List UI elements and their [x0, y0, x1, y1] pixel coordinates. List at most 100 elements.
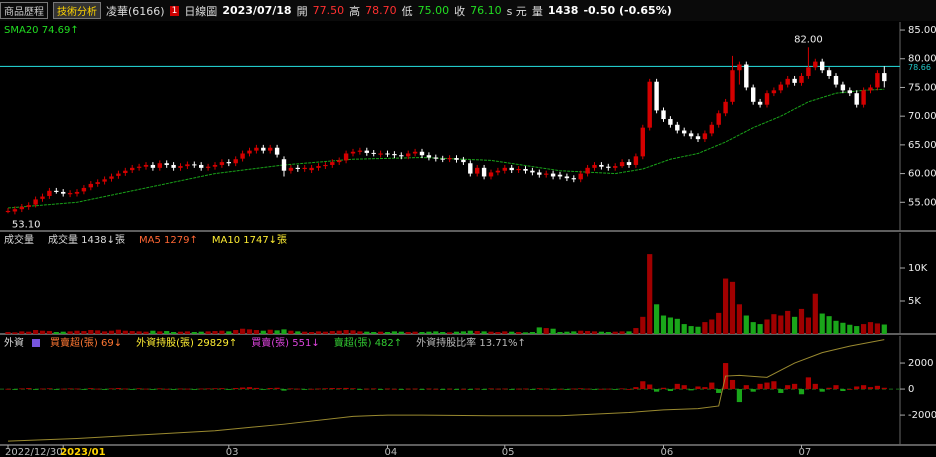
bar	[585, 331, 591, 334]
bar	[136, 331, 142, 334]
candle-body	[171, 164, 176, 168]
bar	[598, 331, 604, 334]
candle-body	[350, 151, 356, 154]
candle-body	[764, 93, 770, 105]
bar	[260, 330, 266, 334]
candle-body	[709, 124, 714, 134]
bar	[184, 331, 190, 334]
candle-body	[240, 153, 245, 159]
bar	[67, 388, 73, 390]
candle-body	[806, 67, 811, 76]
bar	[129, 389, 135, 390]
x-tick-label: 06	[661, 447, 674, 457]
bar	[405, 332, 411, 334]
legend-item: 成交量 1438↓張	[48, 233, 125, 246]
bar	[812, 293, 818, 334]
candle-body	[178, 166, 183, 168]
bar	[302, 331, 308, 334]
bar	[171, 389, 177, 390]
candle-body	[537, 172, 542, 175]
bar	[205, 331, 211, 334]
bar	[557, 332, 563, 334]
bar	[46, 331, 52, 334]
bar	[102, 389, 108, 390]
bar	[177, 331, 184, 334]
bar	[764, 319, 770, 334]
candle-body	[295, 167, 300, 169]
bar	[288, 388, 294, 390]
candle-body	[475, 167, 480, 174]
bar	[529, 332, 535, 334]
candle-body	[495, 170, 501, 173]
bar	[115, 388, 121, 390]
y-tick-label: 70.00	[908, 111, 936, 122]
candle-body	[212, 164, 218, 167]
bar	[267, 329, 273, 334]
candle-body	[826, 70, 832, 76]
tab[interactable]: 技術分析	[53, 2, 101, 19]
legend-item: 外資持股(張) 29829↑	[136, 336, 237, 349]
bar	[433, 388, 439, 390]
bar	[129, 331, 135, 334]
bar	[53, 332, 59, 334]
bar	[474, 331, 480, 334]
tab[interactable]: 商品歷程	[0, 2, 48, 19]
legend-item: 外資持股比率 13.71%↑	[416, 336, 526, 349]
candle-body	[744, 64, 749, 88]
candle-body	[426, 155, 432, 158]
y-tick-label: 5K	[908, 296, 921, 307]
candle-body	[164, 163, 169, 165]
bar	[115, 329, 121, 334]
y-tick-label: 85.00	[908, 25, 936, 36]
bar	[695, 386, 701, 390]
bar	[419, 332, 425, 334]
bar	[302, 389, 308, 390]
bar	[33, 389, 39, 390]
candle-body	[385, 153, 390, 155]
candle-body	[751, 87, 756, 102]
candle-body	[288, 167, 294, 171]
bar	[481, 389, 487, 390]
candle-body	[509, 167, 514, 171]
bar	[426, 388, 432, 390]
candle-body	[47, 190, 52, 196]
label: 開	[296, 4, 308, 18]
bar	[378, 389, 384, 390]
bar	[219, 330, 225, 334]
candle-body	[440, 158, 445, 160]
bar	[564, 389, 570, 390]
bar	[709, 319, 715, 334]
open: 77.50	[312, 4, 345, 17]
candle-body	[606, 166, 611, 168]
bar	[60, 331, 66, 334]
candle-body	[357, 150, 363, 152]
bar	[529, 389, 535, 390]
candle-body	[771, 90, 777, 94]
bar	[164, 331, 170, 334]
x-tick-label: 07	[799, 447, 812, 457]
bar	[785, 385, 791, 390]
bar	[426, 331, 432, 334]
bar	[619, 388, 625, 390]
high: 78.70	[365, 4, 397, 17]
bar	[681, 324, 687, 334]
bar	[792, 316, 798, 334]
bar	[39, 388, 46, 390]
bar	[440, 389, 446, 390]
bar	[391, 331, 397, 334]
candle-body	[199, 164, 204, 168]
candle-body	[364, 150, 369, 153]
bar	[771, 314, 777, 334]
bar	[191, 389, 197, 390]
candle-body	[143, 164, 149, 167]
bar	[709, 382, 715, 390]
bar	[246, 387, 253, 390]
bar	[591, 331, 598, 334]
header: 商品歷程 技術分析 凌華(6166) 1 日線圖 2023/07/18 開 77…	[0, 0, 936, 21]
candle-body	[337, 160, 342, 163]
bar	[522, 388, 529, 390]
legend-item: 買賣(張) 551↓	[251, 336, 319, 349]
bar	[322, 331, 328, 334]
candle-body	[343, 153, 349, 161]
candle-body	[585, 167, 590, 174]
